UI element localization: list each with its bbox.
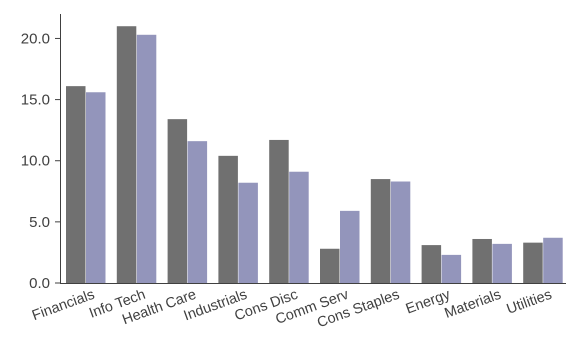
bar-cons-disc-series-1 (269, 139, 289, 283)
bar-info-tech-series-2 (136, 34, 157, 283)
y-tick-label: 10.0 (21, 153, 50, 170)
bar-utilities-series-2 (543, 237, 563, 283)
y-tick-label: 20.0 (21, 30, 50, 47)
bar-financials-series-1 (66, 86, 86, 283)
y-tick-label: 15.0 (21, 92, 50, 109)
x-tick-label: Materials (443, 287, 504, 322)
bar-health-care-series-2 (187, 141, 208, 283)
bar-comm-serv-series-2 (340, 210, 360, 283)
x-tick-label: Utilities (505, 287, 554, 318)
y-tick-label: 0.0 (29, 275, 50, 292)
bar-cons-staples-series-2 (390, 181, 411, 283)
bar-cons-staples-series-1 (370, 179, 391, 283)
bar-materials-series-2 (492, 243, 512, 283)
y-ticks-group: 0.0 5.0 10.0 15.0 20.0 (21, 30, 60, 292)
bar-materials-series-1 (472, 238, 492, 283)
bar-financials-series-2 (86, 92, 106, 283)
x-tick-label: Financials (30, 287, 97, 324)
bar-health-care-series-1 (167, 119, 188, 284)
bar-energy-series-2 (441, 254, 462, 283)
bar-info-tech-series-1 (116, 26, 137, 283)
bars-group (66, 26, 563, 284)
bar-industrials-series-1 (218, 155, 238, 283)
bar-utilities-series-1 (523, 242, 543, 283)
bar-comm-serv-series-1 (320, 248, 340, 283)
bar-energy-series-1 (421, 245, 442, 283)
y-tick-label: 5.0 (29, 214, 50, 231)
bar-industrials-series-2 (238, 182, 258, 283)
bar-cons-disc-series-2 (289, 171, 309, 283)
